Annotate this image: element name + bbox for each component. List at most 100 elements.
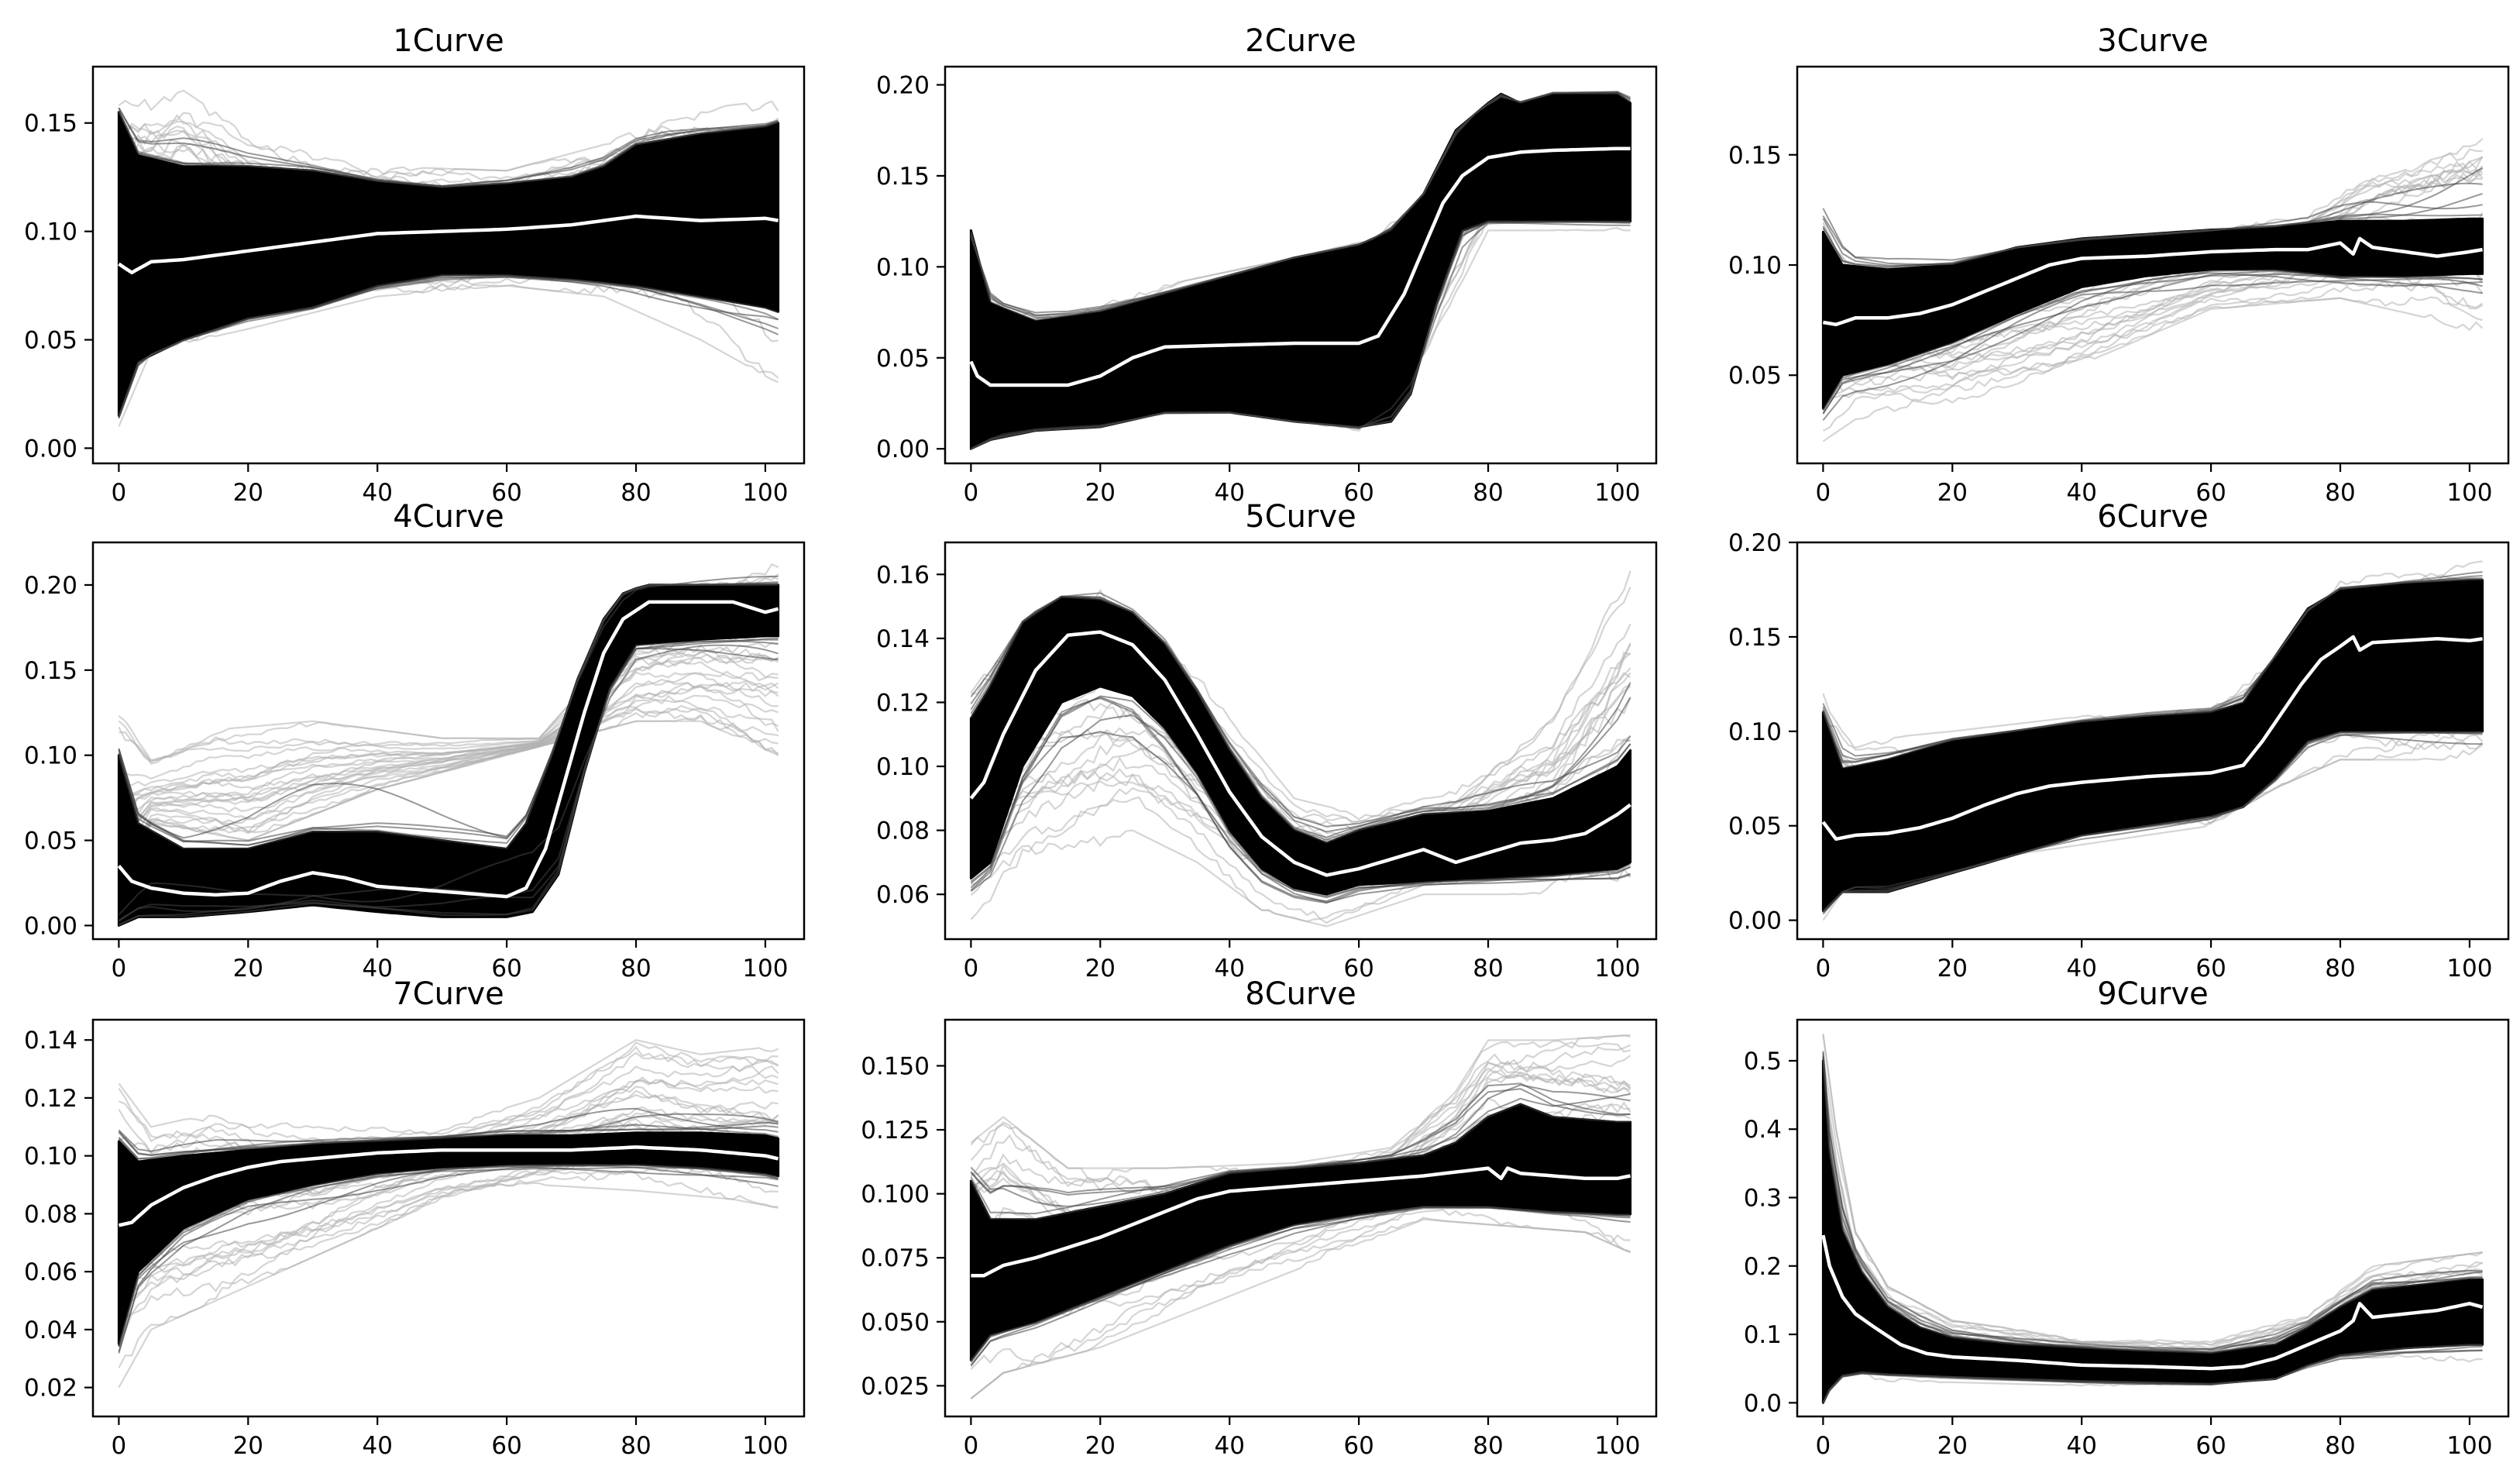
x-tick-label: 80 bbox=[621, 1432, 651, 1460]
edge-line bbox=[118, 1166, 779, 1352]
plot-area bbox=[117, 89, 780, 427]
subplot-7: 0 20 40 60 80 100 0.02 0.04 0.06 0.08 0.10 0.12 0.14… bbox=[24, 976, 806, 1460]
x-tick-label: 80 bbox=[1473, 479, 1503, 507]
x-tick-label: 20 bbox=[1937, 479, 1968, 507]
subplot-title: 2Curve bbox=[1245, 23, 1356, 59]
band-edge-lines bbox=[970, 91, 1631, 450]
y-tick-label: 0.06 bbox=[24, 1258, 77, 1286]
plot-area bbox=[117, 1039, 780, 1389]
x-tick-label: 60 bbox=[491, 479, 521, 507]
sample-line bbox=[118, 642, 779, 804]
y-tick-label: 0.10 bbox=[24, 742, 77, 770]
subplot-1: 0 20 40 60 80 100 0.00 0.05 0.10 0.15 1Curve bbox=[24, 23, 806, 507]
x-tick-label: 20 bbox=[233, 1432, 263, 1460]
edge-line bbox=[118, 276, 779, 419]
edge-line bbox=[118, 1125, 779, 1157]
edge-line bbox=[1822, 731, 2483, 914]
y-tick-label: 0.0 bbox=[1744, 1389, 1782, 1417]
axes-frame bbox=[944, 541, 1658, 941]
y-tick-label: 0.075 bbox=[861, 1244, 930, 1272]
y-tick-label: 0.08 bbox=[24, 1200, 77, 1228]
mean-line bbox=[117, 600, 779, 899]
y-tick-label: 0.15 bbox=[1728, 624, 1782, 652]
edge-line bbox=[970, 592, 1631, 838]
sample-line bbox=[118, 658, 779, 821]
sample-line bbox=[118, 644, 779, 800]
band-edge-lines bbox=[1822, 1051, 2483, 1403]
x-tick-label: 40 bbox=[2066, 955, 2096, 983]
x-tick-label: 60 bbox=[2195, 955, 2226, 983]
band-edge-lines bbox=[970, 1082, 1631, 1367]
edge-line bbox=[118, 1164, 779, 1347]
y-tick-label: 0.12 bbox=[876, 689, 930, 717]
plot-area bbox=[1821, 138, 2484, 442]
mean-line bbox=[971, 1166, 1631, 1278]
x-tick-label: 80 bbox=[2325, 955, 2355, 983]
mean-line bbox=[118, 214, 779, 275]
sample-line bbox=[119, 1055, 779, 1155]
x-tick-label: 60 bbox=[1343, 1432, 1373, 1460]
y-tick-label: 0.2 bbox=[1744, 1253, 1782, 1281]
edge-line bbox=[118, 582, 779, 846]
edge-line bbox=[118, 638, 779, 926]
subplot-3: 0 20 40 60 80 100 0.05 0.10 0.15 3Curve bbox=[1728, 23, 2510, 507]
x-tick-label: 60 bbox=[491, 955, 521, 983]
sample-line bbox=[118, 694, 779, 862]
plot-area bbox=[969, 570, 1632, 928]
x-tick-label: 40 bbox=[1214, 1432, 1244, 1460]
y-tick-label: 0.20 bbox=[24, 572, 77, 600]
edge-line bbox=[1822, 192, 2483, 267]
y-tick-label: 0.10 bbox=[876, 253, 930, 281]
y-tick-label: 0.20 bbox=[1728, 529, 1782, 557]
band-edge-lines bbox=[118, 1107, 779, 1354]
sample-line bbox=[119, 652, 779, 813]
axes-frame bbox=[944, 65, 1658, 465]
x-tick-label: 20 bbox=[1085, 955, 1116, 983]
y-tick-label: 0.05 bbox=[24, 327, 77, 355]
axes-frame bbox=[91, 541, 806, 941]
x-tick-label: 40 bbox=[362, 1432, 392, 1460]
band-edge-lines bbox=[1822, 167, 2484, 422]
y-tick-label: 0.100 bbox=[861, 1181, 930, 1209]
edge-line bbox=[970, 596, 1631, 833]
x-tick-label: 0 bbox=[1816, 955, 1831, 983]
sample-line bbox=[1822, 270, 2484, 404]
subplot-title: 6Curve bbox=[2097, 499, 2208, 535]
x-tick-label: 100 bbox=[2446, 955, 2492, 983]
y-tick-label: 0.10 bbox=[876, 753, 930, 781]
subplot-title: 3Curve bbox=[2097, 23, 2208, 59]
x-tick-label: 40 bbox=[2066, 1432, 2096, 1460]
x-tick-label: 100 bbox=[2446, 1432, 2492, 1460]
x-tick-label: 40 bbox=[2066, 479, 2096, 507]
subplot-9: 0 20 40 60 80 100 0.0 0.1 0.2 0.3 0.4 0.5 9Curve bbox=[1744, 976, 2510, 1460]
edge-line bbox=[1822, 269, 2483, 411]
subplot-4: 0 20 40 60 80 100 0.00 0.05 0.10 0.15 0.20 4Curve bbox=[24, 499, 806, 983]
x-tick-label: 0 bbox=[112, 955, 127, 983]
x-tick-label: 0 bbox=[112, 1432, 127, 1460]
curve-band bbox=[117, 583, 780, 927]
y-tick-label: 0.20 bbox=[876, 71, 930, 99]
y-tick-label: 0.00 bbox=[876, 435, 930, 463]
y-tick-label: 0.025 bbox=[861, 1372, 930, 1400]
y-tick-label: 0.10 bbox=[1728, 252, 1782, 280]
sample-line bbox=[118, 670, 779, 837]
sample-line bbox=[970, 1055, 1631, 1187]
x-tick-label: 80 bbox=[1473, 955, 1503, 983]
y-tick-label: 0.05 bbox=[876, 345, 930, 373]
x-tick-label: 0 bbox=[1816, 479, 1831, 507]
edge-line bbox=[970, 91, 1631, 316]
axes-frame bbox=[944, 1018, 1658, 1418]
x-tick-label: 0 bbox=[964, 1432, 979, 1460]
x-tick-label: 40 bbox=[1214, 955, 1244, 983]
axes-frame bbox=[1796, 541, 2510, 941]
x-tick-label: 100 bbox=[1594, 1432, 1640, 1460]
y-tick-label: 0.16 bbox=[876, 561, 930, 589]
y-tick-label: 0.00 bbox=[1728, 907, 1782, 935]
x-tick-label: 80 bbox=[2325, 1432, 2355, 1460]
x-tick-label: 40 bbox=[362, 479, 392, 507]
x-tick-label: 60 bbox=[2195, 479, 2226, 507]
x-tick-label: 80 bbox=[621, 955, 651, 983]
x-tick-label: 0 bbox=[964, 955, 979, 983]
edge-line bbox=[970, 1206, 1631, 1367]
x-tick-label: 80 bbox=[621, 479, 651, 507]
